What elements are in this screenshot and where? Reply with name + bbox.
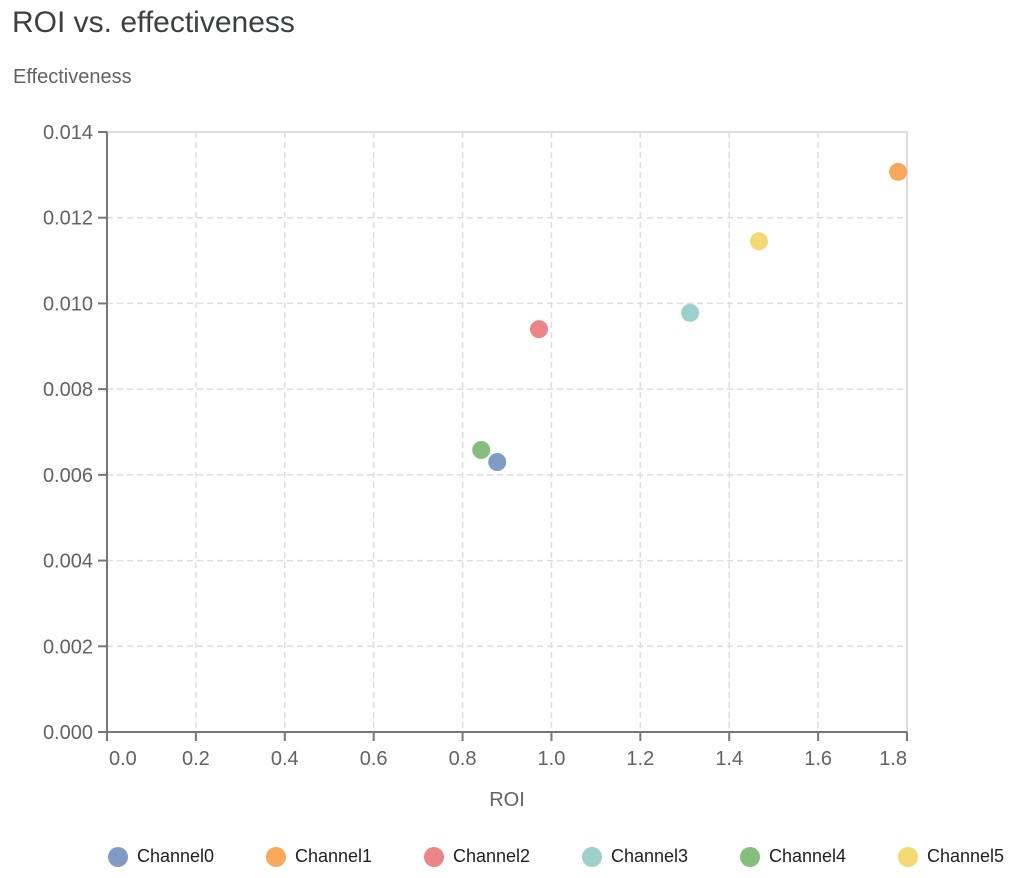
y-axis-label: Effectiveness (13, 66, 132, 88)
point-channel1 (889, 162, 908, 181)
y-tick-label: 0.004 (43, 551, 93, 573)
legend-dot-icon (424, 846, 444, 867)
point-channel0 (488, 453, 507, 471)
x-tick-label: 1.2 (626, 748, 654, 770)
x-tick-label: 1.4 (715, 748, 743, 770)
legend-item: Channel4 (740, 846, 846, 867)
y-tick-label: 0.002 (43, 636, 93, 658)
chart-title: ROI vs. effectiveness (12, 6, 295, 39)
legend-item: Channel1 (266, 846, 372, 867)
legend-label: Channel3 (611, 846, 689, 866)
x-axis-label: ROI (489, 789, 525, 811)
x-tick-label: 0.2 (182, 748, 210, 770)
legend-label: Channel5 (927, 846, 1005, 866)
plot-frame (106, 131, 908, 733)
y-tick-label: 0.008 (43, 379, 93, 401)
point-channel4 (472, 441, 491, 459)
y-tick-label: 0.000 (43, 722, 93, 744)
legend-dot-icon (582, 846, 602, 867)
x-tick-label: 0.8 (449, 748, 477, 770)
legend-dot-icon (108, 846, 128, 867)
legend-dot-icon (740, 846, 760, 867)
x-tick-label: 0.4 (271, 748, 299, 770)
legend-label: Channel4 (769, 846, 847, 866)
x-tick-label: 0.0 (109, 748, 137, 770)
legend-item: Channel2 (424, 846, 530, 867)
legend-dot-icon (266, 846, 286, 867)
x-tick-label: 0.6 (360, 748, 388, 770)
legend-label: Channel2 (453, 846, 531, 866)
y-tick-label: 0.012 (43, 208, 93, 230)
y-tick-label: 0.014 (43, 122, 93, 144)
x-tick-label: 1.8 (879, 748, 907, 770)
legend-dot-icon (898, 846, 918, 867)
point-channel2 (530, 320, 548, 339)
legend-label: Channel0 (137, 846, 215, 866)
legend-item: Channel0 (108, 846, 214, 867)
legend-label: Channel1 (295, 846, 373, 866)
legend-item: Channel3 (582, 846, 688, 867)
x-tick-label: 1.6 (804, 748, 832, 770)
point-channel5 (750, 232, 768, 251)
point-channel3 (681, 303, 700, 322)
y-tick-label: 0.010 (43, 293, 93, 315)
x-tick-label: 1.0 (538, 748, 566, 770)
legend-item: Channel5 (898, 846, 1004, 867)
y-tick-label: 0.006 (43, 465, 93, 487)
